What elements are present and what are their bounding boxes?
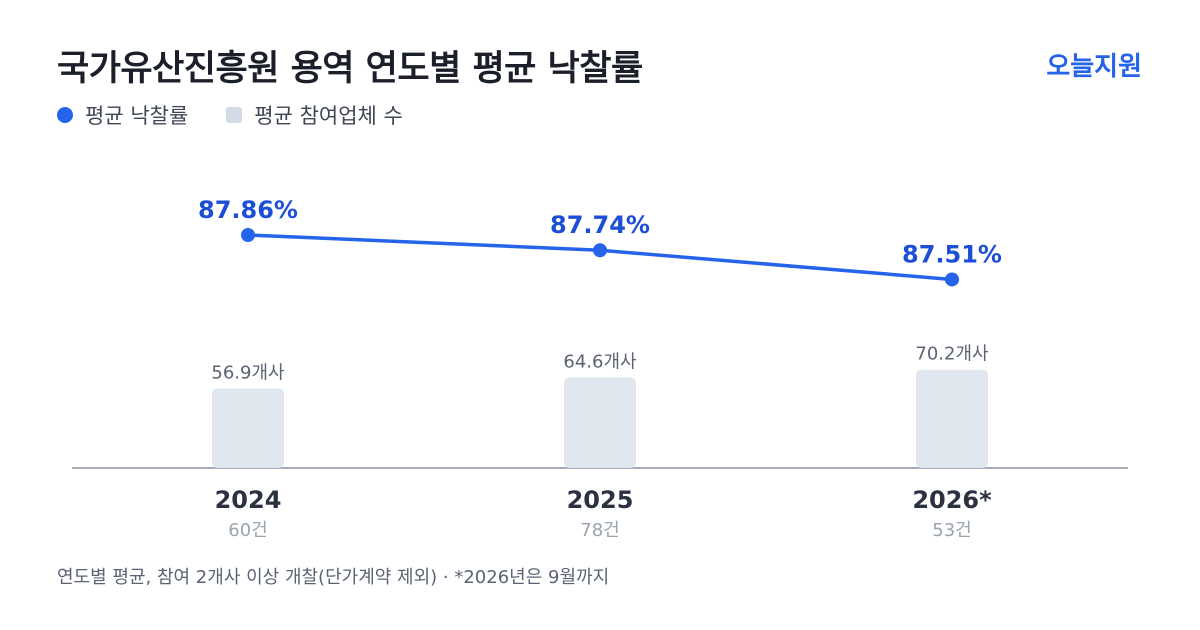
rate-point (241, 228, 255, 242)
footnote: 연도별 평균, 참여 2개사 이상 개찰(단가계약 제외) · *2026년은 … (57, 567, 610, 588)
legend: 평균 낙찰률 평균 참여업체 수 (57, 100, 441, 130)
x-tick-label-year: 2026* (912, 486, 992, 514)
bar-value-label: 70.2개사 (915, 344, 989, 365)
bar (916, 369, 988, 468)
x-tick-label-year: 2024 (215, 486, 282, 514)
x-tick-label-count: 60건 (228, 520, 267, 541)
legend-dot-icon (57, 107, 73, 123)
legend-label-bidders: 평균 참여업체 수 (254, 104, 403, 128)
rate-value-label: 87.86% (198, 196, 298, 224)
x-tick-label-count: 78건 (580, 520, 619, 541)
rate-point (945, 272, 959, 287)
legend-item-rate: 평균 낙찰률 (57, 100, 188, 130)
chart-title: 국가유산진흥원 용역 연도별 평균 낙찰률 (57, 49, 643, 89)
bar-value-label: 56.9개사 (211, 362, 285, 383)
bar (564, 377, 636, 468)
x-tick-label-count: 53건 (932, 520, 971, 541)
legend-square-icon (226, 107, 243, 123)
rate-value-label: 87.74% (550, 211, 650, 239)
legend-item-bidders: 평균 참여업체 수 (226, 100, 403, 130)
rate-point (593, 243, 607, 258)
legend-label-rate: 평균 낙찰률 (85, 104, 189, 128)
rate-value-label: 87.51% (902, 240, 1002, 268)
bar-value-label: 64.6개사 (563, 352, 637, 373)
x-tick-label-year: 2025 (567, 486, 634, 514)
brand-logo[interactable]: 오늘지원 (1046, 52, 1142, 82)
bar (212, 388, 284, 468)
